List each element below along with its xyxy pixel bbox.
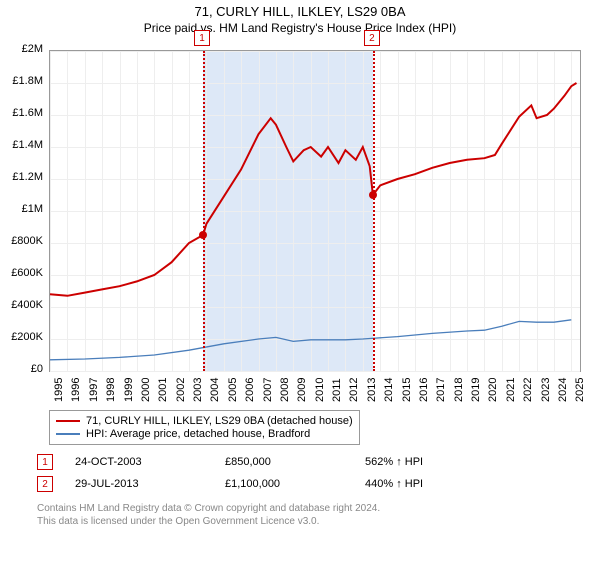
x-axis-label: 2022 [522,378,534,402]
x-axis-label: 2013 [366,378,378,402]
sale-record-row: 2 29-JUL-2013£1,100,000440% ↑ HPI [37,476,423,492]
sale-marker-line [373,51,375,371]
x-axis-label: 2017 [435,378,447,402]
chart-title: 71, CURLY HILL, ILKLEY, LS29 0BA [0,4,600,19]
x-axis-label: 2003 [192,378,204,402]
sale-price: £850,000 [225,456,365,468]
sale-marker-badge: 1 [194,30,210,46]
x-axis-label: 2007 [262,378,274,402]
sale-pct: 440% ↑ HPI [365,478,423,490]
x-axis-label: 2005 [227,378,239,402]
sale-record-badge: 1 [37,454,53,470]
x-axis-label: 2008 [279,378,291,402]
x-axis-label: 2023 [540,378,552,402]
x-axis-label: 2012 [348,378,360,402]
y-axis-label: £1M [0,203,43,215]
chart-plot-area [49,50,581,372]
y-axis-label: £200K [0,331,43,343]
grid-line [50,371,580,372]
sale-date: 29-JUL-2013 [75,478,225,490]
x-axis-label: 2018 [453,378,465,402]
x-axis-label: 1996 [70,378,82,402]
footer-line: Contains HM Land Registry data © Crown c… [37,502,380,515]
y-axis-label: £1.4M [0,139,43,151]
x-axis-label: 1995 [53,378,65,402]
x-axis-label: 2025 [574,378,586,402]
sale-price: £1,100,000 [225,478,365,490]
chart-subtitle: Price paid vs. HM Land Registry's House … [0,21,600,35]
footer-attribution: Contains HM Land Registry data © Crown c… [37,502,380,528]
sale-record-row: 1 24-OCT-2003£850,000562% ↑ HPI [37,454,423,470]
y-axis-label: £2M [0,43,43,55]
legend-item: HPI: Average price, detached house, Brad… [56,428,353,440]
legend-label: HPI: Average price, detached house, Brad… [86,428,310,440]
series-hpi [50,320,571,360]
x-axis-label: 2014 [383,378,395,402]
x-axis-label: 2016 [418,378,430,402]
sale-marker-dot [369,191,377,199]
x-axis-label: 2024 [557,378,569,402]
sale-marker-badge: 2 [364,30,380,46]
legend-swatch [56,420,80,422]
y-axis-label: £800K [0,235,43,247]
y-axis-label: £1.8M [0,75,43,87]
sale-date: 24-OCT-2003 [75,456,225,468]
x-axis-label: 2001 [157,378,169,402]
x-axis-label: 2006 [244,378,256,402]
sale-marker-line [203,51,205,371]
y-axis-label: £400K [0,299,43,311]
series-property [50,83,577,296]
sale-pct: 562% ↑ HPI [365,456,423,468]
y-axis-label: £1.6M [0,107,43,119]
y-axis-label: £600K [0,267,43,279]
x-axis-label: 2002 [175,378,187,402]
x-axis-label: 2011 [331,378,343,402]
x-axis-label: 2009 [296,378,308,402]
footer-line: This data is licensed under the Open Gov… [37,515,380,528]
chart-svg [50,51,580,371]
x-axis-label: 2004 [209,378,221,402]
x-axis-label: 2000 [140,378,152,402]
x-axis-label: 2010 [314,378,326,402]
y-axis-label: £1.2M [0,171,43,183]
x-axis-label: 1999 [123,378,135,402]
legend-box: 71, CURLY HILL, ILKLEY, LS29 0BA (detach… [49,410,360,445]
x-axis-label: 2019 [470,378,482,402]
x-axis-label: 1997 [88,378,100,402]
x-axis-label: 2015 [401,378,413,402]
y-axis-label: £0 [0,363,43,375]
legend-item: 71, CURLY HILL, ILKLEY, LS29 0BA (detach… [56,415,353,427]
sale-record-badge: 2 [37,476,53,492]
x-axis-label: 2020 [487,378,499,402]
x-axis-label: 2021 [505,378,517,402]
legend-swatch [56,433,80,435]
legend-label: 71, CURLY HILL, ILKLEY, LS29 0BA (detach… [86,415,353,427]
x-axis-label: 1998 [105,378,117,402]
